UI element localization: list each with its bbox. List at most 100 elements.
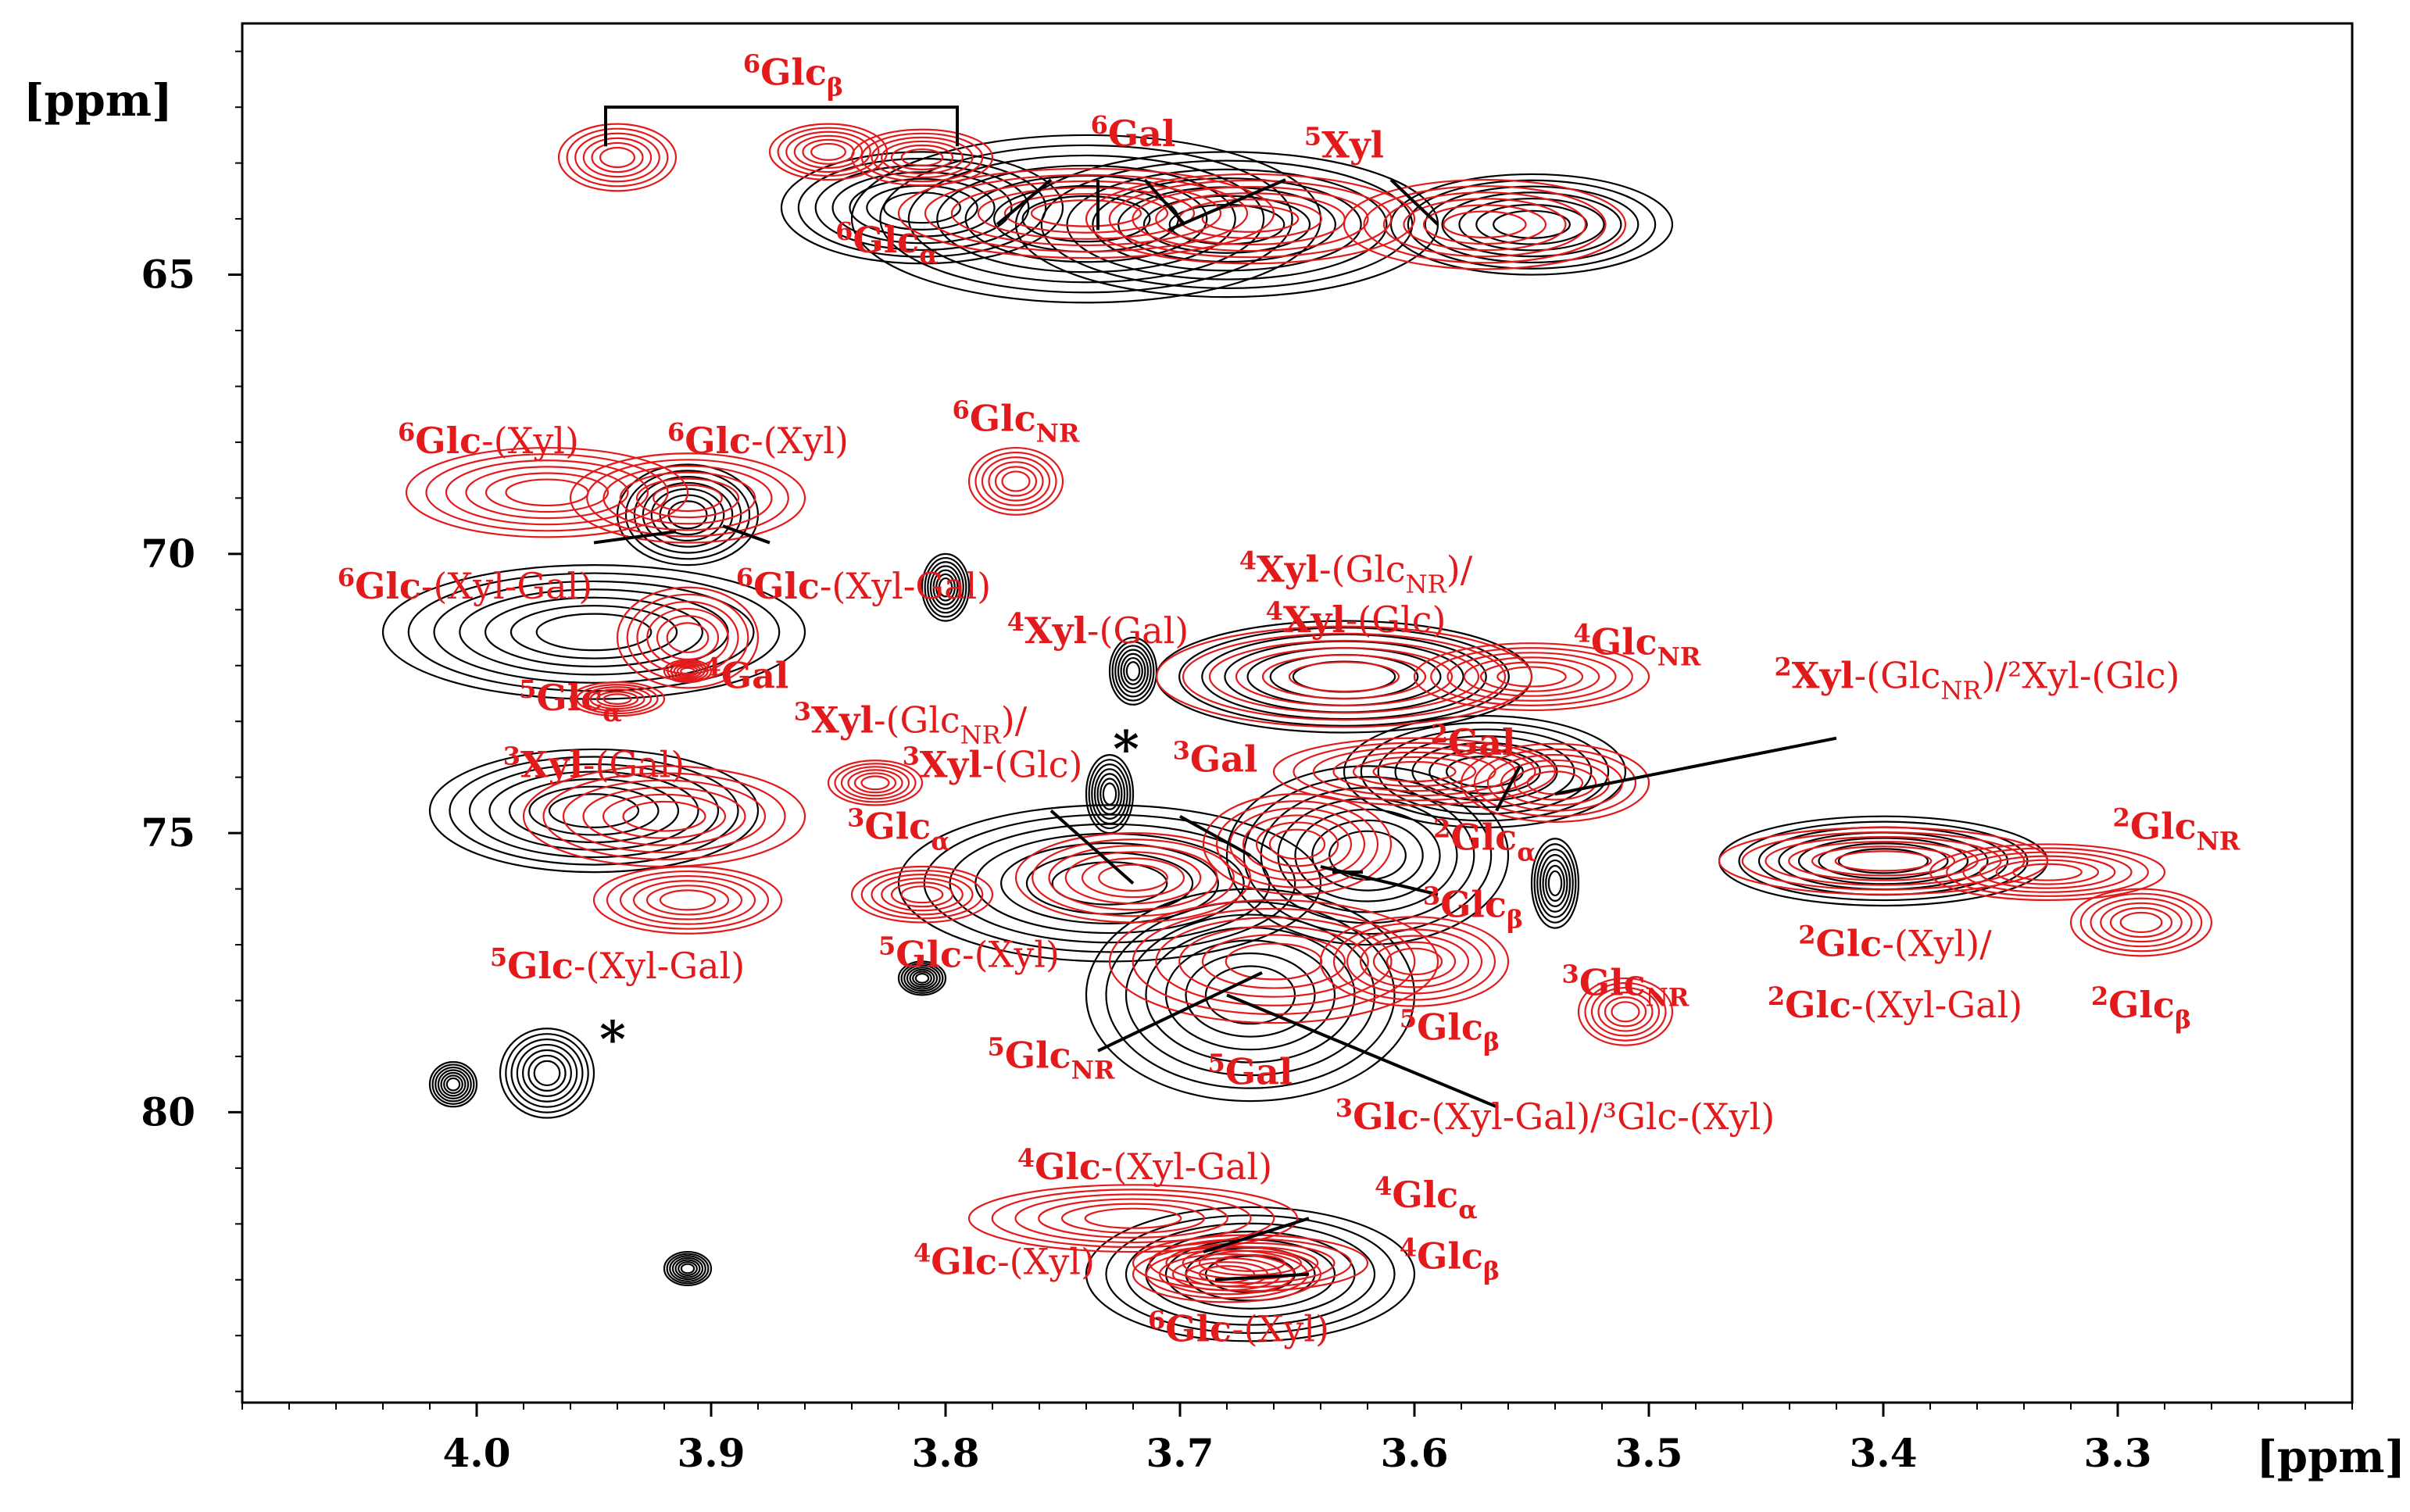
black-contour (1328, 830, 1407, 881)
lbl-5glcb: 5Glcβ (1400, 1004, 1500, 1057)
black-contour (431, 1063, 475, 1105)
red-contour (1496, 666, 1567, 688)
red-contour (595, 691, 639, 708)
red-peak-24 (1577, 977, 1674, 1046)
lbl-4glca: 4Glcα (1375, 1171, 1478, 1224)
black-contour (1021, 195, 1151, 243)
red-contour (1597, 992, 1654, 1032)
black-contour (1111, 641, 1155, 702)
red-contour (1201, 205, 1300, 233)
black-contour (678, 1260, 698, 1277)
lbl-6gal: 6Gal (1091, 110, 1176, 155)
red-contour (1178, 925, 1369, 998)
red-peak-12 (522, 765, 806, 868)
leader-line (1203, 1217, 1310, 1253)
red-contour (1149, 1238, 1352, 1289)
black-contour (449, 756, 739, 866)
black-contour (1145, 1231, 1356, 1318)
x-tick-label: 3.7 (1146, 1430, 1214, 1476)
red-contour (1352, 756, 1477, 788)
black-contour (912, 970, 932, 986)
black-contour (434, 1066, 472, 1103)
black-contour (428, 1061, 478, 1108)
x-tick-label: 3.3 (2084, 1430, 2152, 1476)
red-contour (1108, 899, 1439, 1024)
black-contour (1123, 656, 1143, 685)
black-contour (428, 748, 760, 874)
red-contour (1513, 765, 1597, 801)
red-contour (1430, 647, 1633, 706)
x-tick-label: 3.9 (678, 1430, 746, 1476)
x-tick-label: 3.6 (1381, 1430, 1449, 1476)
red-peak-0 (557, 123, 678, 192)
black-contour (488, 770, 699, 851)
red-contour (1060, 1203, 1206, 1234)
y-axis-unit: [ppm] (23, 75, 173, 127)
red-contour (890, 881, 954, 908)
lbl-2glcb: 2Glcβ (2091, 981, 2191, 1035)
red-contour (2090, 897, 2193, 948)
red-contour (673, 663, 703, 679)
red-peak-5 (1343, 178, 1627, 270)
lbl-2gal: 2Gal (1431, 719, 1516, 763)
x-tick-label: 3.5 (1615, 1430, 1683, 1476)
red-contour (950, 180, 1222, 247)
lbl-3xyl-glc: 3Xyl-(Glc) (903, 742, 1083, 786)
red-contour (1473, 748, 1637, 817)
red-contour (834, 763, 917, 803)
red-contour (2079, 892, 2203, 953)
red-contour (632, 880, 743, 920)
red-contour (860, 132, 984, 183)
black-contour (1096, 773, 1123, 815)
black-peak-17 (499, 1028, 595, 1119)
red-spectrum (405, 123, 2213, 1303)
black-contour (1224, 640, 1464, 713)
red-peak-20 (1460, 742, 1650, 823)
red-contour (1155, 625, 1533, 728)
red-contour (1413, 642, 1650, 712)
black-contour (1125, 1222, 1376, 1326)
red-contour (1085, 173, 1416, 265)
red-contour (1288, 661, 1400, 692)
black-contour (680, 1263, 695, 1274)
red-peak-1 (768, 123, 889, 181)
black-contour (633, 476, 742, 554)
red-contour (591, 141, 644, 173)
red-contour (1132, 186, 1369, 252)
red-contour (1741, 831, 2026, 891)
black-contour (548, 793, 640, 828)
red-contour (602, 793, 727, 839)
black-contour (1294, 808, 1441, 903)
black-contour (924, 556, 967, 618)
red-contour (557, 123, 678, 192)
red-contour (1359, 935, 1470, 988)
black-contour (642, 481, 734, 548)
red-contour (981, 456, 1051, 506)
red-contour (645, 885, 730, 916)
red-contour (667, 660, 709, 682)
black-contour (907, 154, 1265, 284)
black-contour (1085, 888, 1416, 1103)
black-contour (1797, 837, 1969, 885)
black-contour (508, 778, 680, 844)
red-contour (967, 446, 1064, 516)
black-contour (921, 552, 971, 622)
red-contour (1242, 814, 1353, 874)
black-peak-4 (381, 564, 806, 700)
black-contour (1377, 728, 1593, 815)
black-contour (666, 1253, 710, 1285)
asterisk-marker: * (1113, 720, 1139, 778)
red-contour (1372, 760, 1457, 783)
lbl-2xyl: 2Xyl-(GlcNR)/²Xyl-(Glc) (1775, 652, 2180, 705)
red-contour (860, 775, 890, 791)
black-peak-19 (921, 552, 971, 622)
lbl-4xyl-glcnr: 4Xyl-(GlcNR)/ (1239, 546, 1473, 599)
leader-line (1226, 993, 1497, 1109)
red-contour (1064, 851, 1202, 905)
black-contour (1533, 843, 1577, 924)
black-contour (1088, 759, 1132, 830)
x-tick-label: 3.8 (912, 1430, 980, 1476)
red-contour (606, 870, 770, 930)
plot-frame (241, 22, 2354, 1404)
black-contour (1547, 870, 1563, 897)
